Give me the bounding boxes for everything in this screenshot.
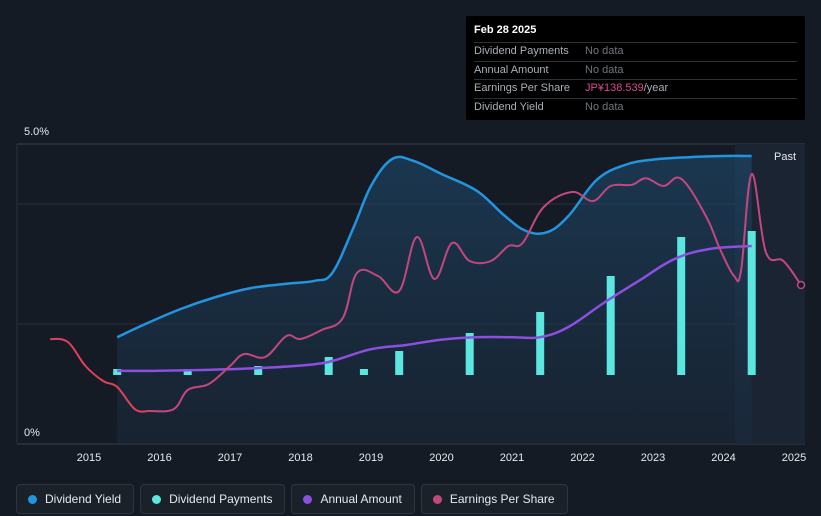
eps-end-marker — [796, 280, 806, 290]
eps-line-low — [50, 337, 150, 413]
chart-legend: Dividend Yield Dividend Payments Annual … — [16, 484, 568, 514]
dividend-payment-bar — [465, 333, 474, 375]
x-tick-label: 2025 — [782, 452, 806, 464]
tooltip-label: Dividend Payments — [474, 45, 569, 57]
x-tick-label: 2024 — [711, 452, 735, 464]
x-tick-label: 2019 — [359, 452, 383, 464]
legend-dot-icon — [28, 494, 37, 504]
legend-dot-icon — [303, 494, 313, 504]
tooltip-panel: Feb 28 2025 Dividend Payments No data An… — [466, 16, 805, 120]
y-axis-label-bottom: 0% — [24, 427, 40, 439]
legend-label: Annual Amount — [320, 492, 402, 506]
tooltip-value: No data — [585, 63, 624, 76]
x-tick-label: 2015 — [77, 452, 101, 464]
dividend-payment-bar — [254, 366, 263, 375]
legend-earnings-per-share[interactable]: Earnings Per Share — [420, 484, 568, 514]
legend-label: Dividend Yield — [45, 492, 122, 506]
x-tick-label: 2018 — [288, 452, 312, 464]
past-label: Past — [774, 151, 796, 163]
tooltip-row: Dividend Payments No data — [474, 42, 797, 61]
dividend-yield-line — [116, 154, 752, 339]
legend-dot-icon — [432, 494, 442, 504]
tooltip-row: Annual Amount No data — [474, 60, 797, 80]
tooltip-label: Dividend Yield — [474, 100, 544, 113]
eps-value: JP¥138.539 — [585, 82, 644, 94]
legend-annual-amount[interactable]: Annual Amount — [291, 484, 415, 514]
legend-dividend-yield[interactable]: Dividend Yield — [16, 484, 135, 514]
annual-amount-line — [117, 244, 752, 373]
dividend-payment-bar — [747, 231, 756, 375]
dividend-payment-bar — [359, 369, 368, 375]
dividend-payment-bar — [677, 237, 686, 375]
legend-dividend-payments[interactable]: Dividend Payments — [140, 484, 286, 514]
x-tick-label: 2016 — [147, 452, 171, 464]
x-tick-label: 2022 — [570, 452, 594, 464]
x-tick-label: 2021 — [500, 452, 524, 464]
dividend-payment-bar — [606, 276, 615, 375]
dividend-payment-bar — [395, 351, 404, 375]
x-tick-label: 2020 — [429, 452, 453, 464]
x-tick-label: 2023 — [641, 452, 665, 464]
dividend-payment-bar — [183, 369, 192, 375]
tooltip-value: No data — [585, 45, 624, 57]
tooltip-value: JP¥138.539/year — [585, 80, 668, 98]
tooltip-label: Earnings Per Share — [474, 82, 570, 94]
tooltip-label: Annual Amount — [474, 63, 549, 76]
tooltip-value: No data — [585, 100, 624, 113]
dividend-payment-bar — [324, 357, 333, 375]
legend-label: Dividend Payments — [169, 492, 273, 506]
legend-dot-icon — [152, 494, 162, 504]
x-tick-label: 2017 — [218, 452, 242, 464]
tooltip-row: Dividend Yield No data — [474, 97, 797, 117]
eps-unit: /year — [643, 82, 669, 94]
eps-line — [148, 172, 802, 413]
tooltip-row: Earnings Per Share JP¥138.539/year — [474, 79, 797, 98]
tooltip-date: Feb 28 2025 — [474, 24, 537, 36]
dividend-yield-area — [117, 155, 752, 444]
dividend-payment-bar — [536, 312, 545, 375]
y-axis-label-top: 5.0% — [24, 126, 49, 138]
legend-label: Earnings Per Share — [449, 492, 555, 506]
